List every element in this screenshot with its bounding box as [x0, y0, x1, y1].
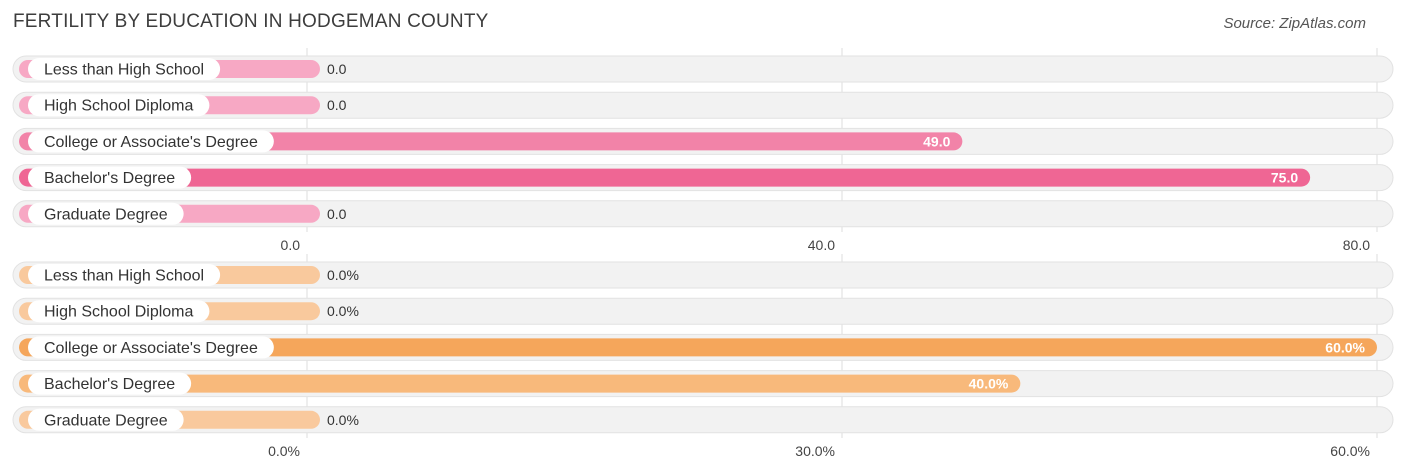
row-background — [12, 91, 1394, 119]
label-pill — [28, 94, 210, 117]
label-pill — [28, 166, 192, 189]
label-pill — [28, 264, 221, 286]
value-label: 60.0% — [1325, 339, 1365, 355]
category-label: Bachelor's Degree — [44, 170, 175, 187]
bar-row-bachelor-s-degree: Bachelor's Degree 75.0 — [12, 164, 1394, 192]
bar-row-less-than-high-school: Less than High School 0.0% — [12, 261, 1394, 289]
label-pill — [28, 202, 184, 225]
row-background — [12, 261, 1394, 289]
label-pill — [28, 300, 210, 323]
tick-label: 0.0% — [268, 443, 300, 459]
label-pill — [28, 130, 274, 153]
bar-row-less-than-high-school: Less than High School 0.0 — [12, 55, 1394, 83]
category-label: Less than High School — [44, 62, 204, 79]
value-label: 0.0 — [327, 206, 347, 222]
bar — [19, 374, 1021, 393]
value-label: 40.0% — [969, 376, 1009, 392]
value-label: 0.0% — [327, 303, 359, 319]
value-label: 49.0 — [923, 133, 950, 149]
tick-label: 60.0% — [1330, 443, 1370, 459]
row-background — [12, 297, 1394, 325]
row-background — [12, 200, 1394, 228]
category-label: College or Associate's Degree — [44, 134, 258, 151]
category-label: Graduate Degree — [44, 412, 168, 429]
row-background — [12, 55, 1394, 83]
chart-panel-2: Less than High School 0.0%High School Dip… — [12, 254, 1394, 459]
bar-row-college-or-associate-s-degree: College or Associate's Degree 60.0% — [12, 333, 1394, 361]
row-background — [12, 406, 1394, 434]
category-label: High School Diploma — [44, 98, 194, 115]
tick-label: 0.0 — [281, 237, 301, 253]
tick-label: 80.0 — [1343, 237, 1370, 253]
category-label: Less than High School — [44, 268, 204, 285]
label-pill — [28, 336, 274, 359]
tick-label: 40.0 — [808, 237, 835, 253]
chart-title: FERTILITY BY EDUCATION IN HODGEMAN COUNT… — [13, 11, 489, 32]
label-pill — [28, 408, 184, 431]
category-label: College or Associate's Degree — [44, 340, 258, 357]
value-label: 75.0 — [1271, 170, 1298, 186]
value-label: 0.0% — [327, 267, 359, 283]
source-note: Source: ZipAtlas.com — [1223, 15, 1366, 32]
category-label: Bachelor's Degree — [44, 376, 175, 393]
value-label: 0.0 — [327, 61, 347, 77]
bar — [19, 338, 1377, 357]
tick-label: 30.0% — [795, 443, 835, 459]
bar-row-high-school-diploma: High School Diploma 0.0% — [12, 297, 1394, 325]
label-pill — [28, 372, 192, 395]
bar-row-graduate-degree: Graduate Degree 0.0% — [12, 406, 1394, 434]
value-label: 0.0% — [327, 412, 359, 428]
bar-row-high-school-diploma: High School Diploma 0.0 — [12, 91, 1394, 119]
bar-row-college-or-associate-s-degree: College or Associate's Degree 49.0 — [12, 127, 1394, 155]
bar — [19, 168, 1311, 187]
label-pill — [28, 58, 221, 80]
bar-row-graduate-degree: Graduate Degree 0.0 — [12, 200, 1394, 228]
category-label: Graduate Degree — [44, 206, 168, 223]
bar-row-bachelor-s-degree: Bachelor's Degree 40.0% — [12, 370, 1394, 398]
value-label: 0.0 — [327, 97, 347, 113]
category-label: High School Diploma — [44, 304, 194, 321]
